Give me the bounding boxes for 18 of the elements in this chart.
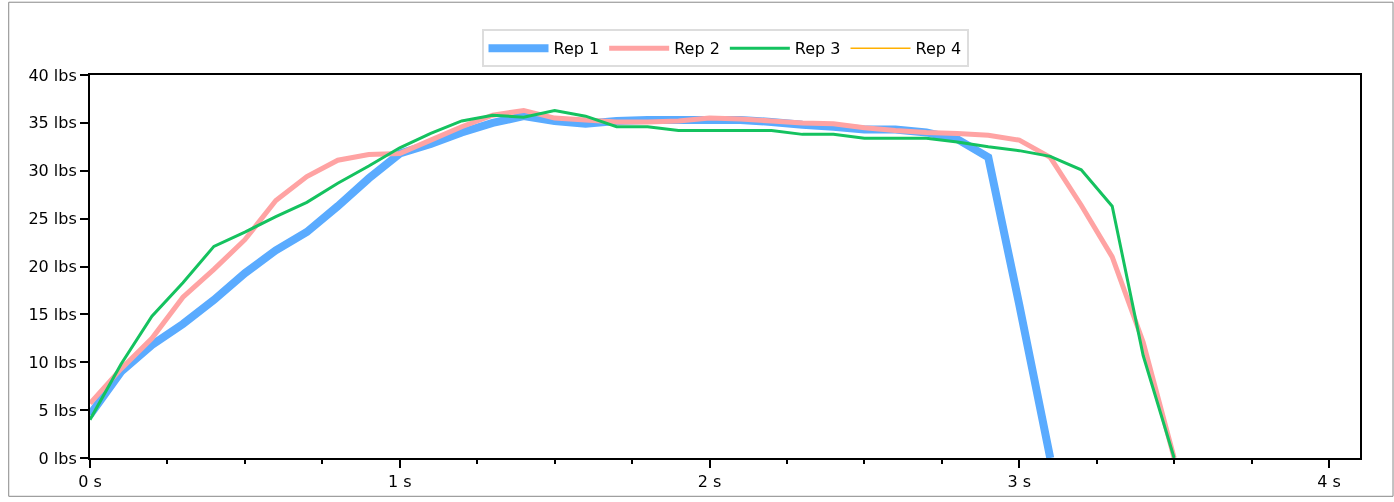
x-tick-label: 2 s — [697, 472, 722, 492]
y-tick-label: 10 lbs — [28, 352, 77, 372]
y-tick-label: 25 lbs — [28, 209, 77, 229]
legend-label: Rep 1 — [553, 39, 600, 59]
x-tick-label: 4 s — [1317, 472, 1341, 492]
x-tick-label: 1 s — [387, 472, 412, 492]
legend-label: Rep 3 — [794, 39, 841, 59]
legend-label: Rep 4 — [915, 39, 962, 59]
y-tick-label: 30 lbs — [28, 161, 77, 181]
y-tick-label: 0 lbs — [38, 448, 77, 468]
x-tick-label: 3 s — [1007, 472, 1032, 492]
y-tick-label: 5 lbs — [38, 400, 77, 420]
y-tick-label: 20 lbs — [28, 257, 77, 277]
y-tick-label: 40 lbs — [28, 65, 77, 85]
y-tick-label: 35 lbs — [28, 113, 77, 133]
x-tick-label: 0 s — [78, 472, 102, 492]
legend-label: Rep 2 — [674, 39, 720, 59]
y-tick-label: 15 lbs — [28, 304, 77, 324]
